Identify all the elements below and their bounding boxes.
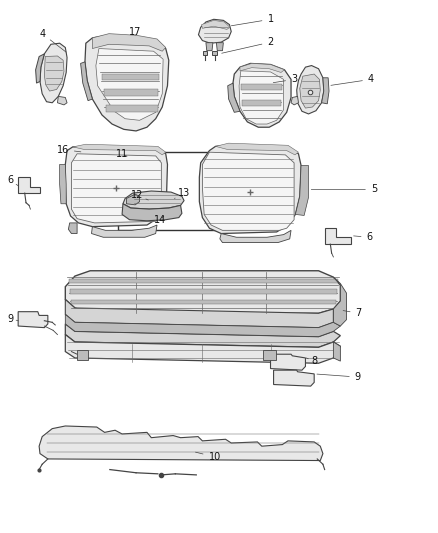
Polygon shape <box>35 54 44 83</box>
Polygon shape <box>68 223 77 233</box>
Polygon shape <box>206 43 213 51</box>
Polygon shape <box>71 154 161 223</box>
Polygon shape <box>96 49 163 120</box>
Polygon shape <box>65 300 333 328</box>
Polygon shape <box>65 324 340 348</box>
Text: 6: 6 <box>353 232 373 243</box>
Polygon shape <box>65 314 340 337</box>
Polygon shape <box>228 83 240 112</box>
Text: 4: 4 <box>39 29 66 52</box>
Polygon shape <box>240 63 285 72</box>
Polygon shape <box>65 335 340 364</box>
Polygon shape <box>215 143 298 155</box>
Polygon shape <box>216 43 223 51</box>
Text: 3: 3 <box>273 75 297 84</box>
Polygon shape <box>297 66 324 114</box>
Polygon shape <box>57 96 67 105</box>
Polygon shape <box>92 225 157 237</box>
Polygon shape <box>271 354 305 370</box>
Text: 16: 16 <box>57 144 81 155</box>
Polygon shape <box>102 74 159 80</box>
Text: 17: 17 <box>129 27 141 37</box>
Polygon shape <box>18 177 40 193</box>
Polygon shape <box>199 146 301 233</box>
Polygon shape <box>44 56 64 91</box>
Polygon shape <box>333 277 346 326</box>
Polygon shape <box>263 351 276 360</box>
Bar <box>118 152 236 230</box>
Polygon shape <box>239 71 284 124</box>
Polygon shape <box>123 191 184 209</box>
Text: 1: 1 <box>231 14 274 26</box>
Polygon shape <box>203 51 207 55</box>
Polygon shape <box>325 228 351 244</box>
Polygon shape <box>212 51 217 55</box>
Text: 8: 8 <box>306 356 317 366</box>
Polygon shape <box>39 426 323 461</box>
Polygon shape <box>127 194 140 205</box>
Polygon shape <box>104 90 158 96</box>
Polygon shape <box>40 43 67 103</box>
Text: 14: 14 <box>154 215 166 225</box>
Text: 9: 9 <box>7 313 18 324</box>
Text: 4: 4 <box>331 75 374 85</box>
Polygon shape <box>65 271 340 313</box>
Text: 13: 13 <box>174 188 190 198</box>
Polygon shape <box>220 230 291 243</box>
Polygon shape <box>201 20 230 29</box>
Text: 6: 6 <box>7 175 18 185</box>
Polygon shape <box>333 342 340 361</box>
Polygon shape <box>73 144 166 155</box>
Text: 9: 9 <box>317 372 361 382</box>
Polygon shape <box>300 74 320 108</box>
Text: 12: 12 <box>131 190 148 200</box>
Polygon shape <box>295 165 308 215</box>
Polygon shape <box>202 152 294 230</box>
Polygon shape <box>60 165 66 204</box>
Polygon shape <box>233 63 291 127</box>
Text: 5: 5 <box>311 184 377 195</box>
Text: 7: 7 <box>343 308 362 318</box>
Text: 10: 10 <box>195 452 221 462</box>
Polygon shape <box>274 370 314 386</box>
Polygon shape <box>85 35 169 131</box>
Polygon shape <box>69 279 338 283</box>
Polygon shape <box>106 106 158 112</box>
Polygon shape <box>241 84 282 90</box>
Text: 2: 2 <box>222 37 274 53</box>
Polygon shape <box>65 147 167 227</box>
Polygon shape <box>122 204 182 221</box>
Polygon shape <box>71 300 336 304</box>
Polygon shape <box>18 312 48 328</box>
Polygon shape <box>321 78 329 104</box>
Polygon shape <box>198 19 231 43</box>
Polygon shape <box>81 62 92 101</box>
Polygon shape <box>70 289 337 294</box>
Polygon shape <box>92 34 166 51</box>
Polygon shape <box>77 351 88 360</box>
Polygon shape <box>242 100 282 106</box>
Polygon shape <box>291 96 298 105</box>
Text: 11: 11 <box>116 149 128 159</box>
